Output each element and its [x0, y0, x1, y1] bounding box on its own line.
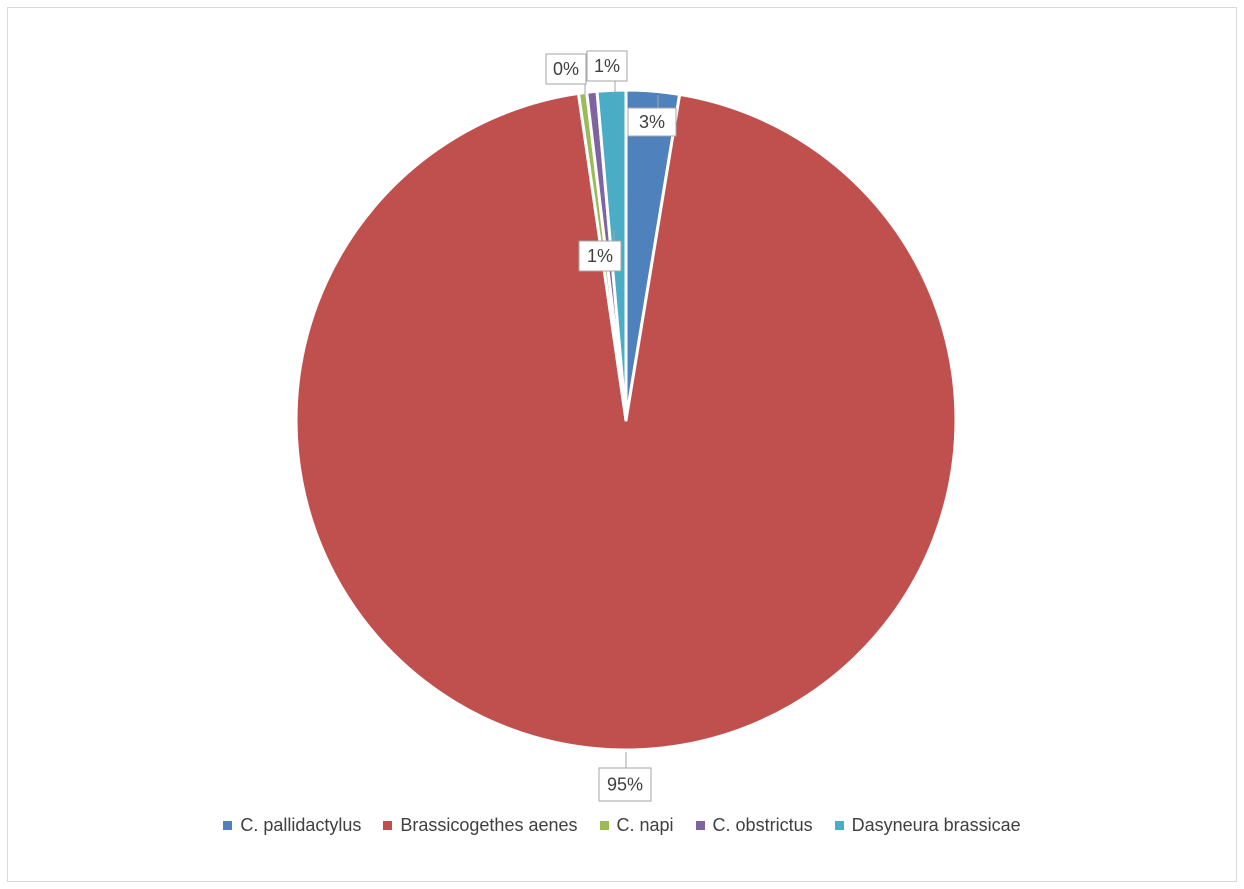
legend-swatch — [383, 821, 393, 830]
legend-label: C. pallidactylus — [240, 815, 362, 835]
legend-label: C. obstrictus — [712, 815, 813, 835]
data-label-c-obstrictus: 1% — [578, 240, 622, 272]
leader-lines — [584, 81, 659, 768]
pie-slice-brassicogethes-aenes — [294, 91, 958, 752]
data-label-box — [545, 53, 587, 85]
legend-item-c-napi: C. napi — [599, 815, 674, 836]
legend-label: Brassicogethes aenes — [400, 815, 578, 835]
data-label-text: 1% — [594, 56, 620, 76]
data-label-c-napi: 0% — [545, 53, 587, 85]
data-label-text: 3% — [639, 112, 665, 132]
data-label-box — [598, 767, 652, 802]
data-label-text: 0% — [553, 59, 579, 79]
legend-swatch — [695, 821, 705, 830]
data-label-text: 95% — [607, 775, 643, 795]
legend-label: C. napi — [616, 815, 674, 835]
data-label-c-pallidactylus: 3% — [627, 107, 677, 137]
legend-swatch — [834, 821, 844, 830]
legend-item-dasyneura-brassicae: Dasyneura brassicae — [834, 815, 1021, 836]
data-label-brassicogethes-aenes: 95% — [598, 767, 652, 802]
data-label-box — [586, 50, 628, 82]
legend-swatch — [599, 821, 609, 830]
data-label-dasyneura-brassicae: 1% — [586, 50, 628, 82]
data-label-box — [578, 240, 622, 272]
data-label-text: 1% — [587, 246, 613, 266]
legend-item-brassicogethes-aenes: Brassicogethes aenes — [383, 815, 578, 836]
pie-slices — [294, 88, 958, 752]
legend-swatch — [223, 821, 233, 830]
data-labels: 3% 95% 0% 1% 1% — [545, 50, 677, 802]
legend-item-c-obstrictus: C. obstrictus — [695, 815, 813, 836]
legend-item-c-pallidactylus: C. pallidactylus — [223, 815, 361, 836]
data-label-box — [627, 107, 677, 137]
legend-label: Dasyneura brassicae — [851, 815, 1021, 835]
legend: C. pallidactylus Brassicogethes aenes C. n… — [0, 815, 1244, 836]
